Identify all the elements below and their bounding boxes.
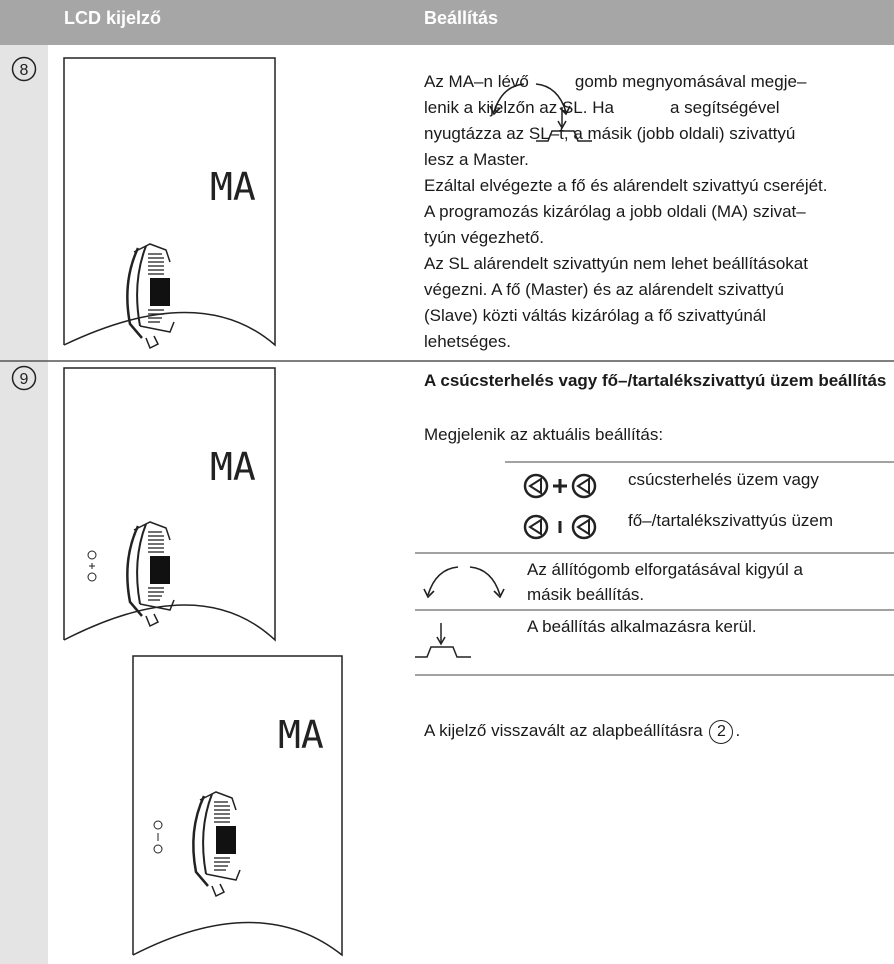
action-text: A beállítás alkalmazásra kerül. (527, 617, 757, 636)
lcd-text: MA (210, 165, 256, 209)
text: lesz a Master. (424, 150, 529, 169)
text: lehetséges. (424, 332, 511, 351)
step-number: 8 (20, 62, 29, 79)
step-number: 9 (20, 371, 29, 388)
text: a segítségével (669, 98, 780, 117)
text: gomb megnyomásával megje– (574, 72, 807, 91)
lcd-text: MA (210, 445, 256, 489)
header-col1: LCD kijelző (64, 8, 162, 28)
text: tyún végezhető. (424, 228, 545, 247)
text: A kijelző visszavált az alapbeállításra (424, 721, 703, 740)
action-text: Az állítógomb elforgatásával kigyúl a má… (527, 560, 803, 604)
section-title: A csúcsterhelés vagy fő–/tartalékszivatt… (424, 371, 887, 390)
text: A programozás kizárólag a jobb oldali (M… (424, 202, 806, 221)
text: lenik a kijelzőn az SL. Ha (424, 98, 614, 117)
text: végezni. A fő (Master) és az alárendelt … (424, 280, 785, 299)
text: Az SL alárendelt szivattyún nem lehet be… (424, 254, 808, 273)
text: Megjelenik az aktuális beállítás: (424, 425, 664, 444)
lcd-text: MA (278, 713, 324, 757)
text: (Slave) közti váltás kizárólag a fő sziv… (424, 306, 767, 325)
step-ref: 2 (709, 719, 734, 744)
text: . (735, 721, 741, 740)
text: Az MA–n lévő (424, 72, 529, 91)
option-text: fő–/tartalékszivattyús üzem (628, 511, 834, 530)
option-text: csúcsterhelés üzem vagy (628, 470, 819, 489)
text: Ezáltal elvégezte a fő és alárendelt szi… (424, 176, 828, 195)
text: nyugtázza az SL–t, a másik (jobb oldali)… (424, 124, 796, 143)
header-col2: Beállítás (424, 8, 499, 28)
